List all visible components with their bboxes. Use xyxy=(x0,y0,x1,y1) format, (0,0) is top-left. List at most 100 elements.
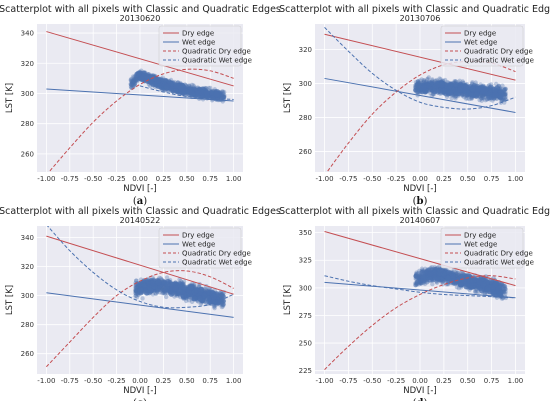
series-line-quadratic-wet-edge xyxy=(324,27,516,110)
pixel-point xyxy=(413,282,418,288)
pixel-point xyxy=(195,90,202,97)
pixel-point xyxy=(205,295,212,302)
x-axis-label: NDVI [-] xyxy=(123,184,156,194)
pixel-point xyxy=(131,79,137,85)
pixel-point xyxy=(436,270,443,277)
pixel-point xyxy=(221,94,226,99)
pixel-point xyxy=(477,97,482,103)
pixel-point xyxy=(134,76,139,82)
pixel-point xyxy=(220,300,225,306)
x-tick-label: -0.75 xyxy=(339,377,357,385)
pixel-point xyxy=(415,90,421,95)
pixel-point xyxy=(219,292,224,297)
pixel-point xyxy=(134,283,139,288)
pixel-cloud xyxy=(128,68,227,104)
pixel-point xyxy=(414,81,420,87)
chart-title: Scatterplot with all pixels with Classic… xyxy=(279,206,550,217)
pixel-point xyxy=(146,284,153,291)
pixel-point xyxy=(414,281,419,286)
chart-panel-b: -1.00 -0.75 -0.50 -0.25 0.00 0.25 0.50 0.75 1.00… xyxy=(279,4,550,207)
pixel-point xyxy=(130,79,136,84)
pixel-point xyxy=(454,284,460,290)
pixel-point xyxy=(221,94,227,100)
pixel-point xyxy=(415,274,420,280)
x-tick-label: 0.00 xyxy=(412,377,428,385)
pixel-point xyxy=(417,78,423,83)
pixel-point xyxy=(432,264,437,270)
pixel-point xyxy=(416,80,422,86)
pixel-point xyxy=(447,82,454,89)
pixel-point xyxy=(431,88,438,95)
pixel-point xyxy=(133,288,138,293)
pixel-point xyxy=(414,271,420,277)
y-tick-label: 260 xyxy=(299,148,312,156)
pixel-point xyxy=(164,275,170,280)
pixel-point xyxy=(162,291,167,296)
pixel-point xyxy=(414,281,419,287)
chart-panel-d: -1.00 -0.75 -0.50 -0.25 0.00 0.25 0.50 0.75 1.00… xyxy=(279,206,550,401)
pixel-point xyxy=(133,286,138,291)
pixel-point xyxy=(130,74,136,79)
pixel-point xyxy=(414,282,419,288)
legend-entry: Quadratic Wet edge xyxy=(464,57,534,65)
panel-label: (c) xyxy=(133,398,147,401)
pixel-point xyxy=(414,83,419,88)
pixel-point xyxy=(413,281,418,286)
pixel-point xyxy=(502,284,507,289)
pixel-point xyxy=(135,78,140,84)
pixel-point xyxy=(414,83,420,88)
pixel-point xyxy=(414,273,419,278)
x-tick-label: 0.75 xyxy=(202,175,218,183)
pixel-point xyxy=(479,93,484,98)
pixel-point xyxy=(426,276,433,283)
pixel-point xyxy=(424,77,430,82)
pixel-point xyxy=(208,89,215,96)
pixel-point xyxy=(413,273,419,279)
pixel-point xyxy=(134,291,139,297)
pixel-point xyxy=(413,84,418,90)
pixel-point xyxy=(130,80,135,86)
x-tick-label: 0.25 xyxy=(156,377,172,385)
pixel-point xyxy=(414,86,420,92)
pixel-point xyxy=(133,77,138,83)
pixel-point xyxy=(131,82,137,88)
chart-subtitle: 20140607 xyxy=(400,216,441,225)
legend-box xyxy=(158,227,242,269)
pixel-point xyxy=(469,277,476,284)
x-tick-label: 0.75 xyxy=(484,377,500,385)
pixel-point xyxy=(128,78,134,83)
pixel-point xyxy=(416,80,421,85)
series-line-dry-edge xyxy=(46,31,234,87)
pixel-point xyxy=(133,78,138,83)
x-tick-label: -0.50 xyxy=(363,377,381,385)
x-axis-label: NDVI [-] xyxy=(123,386,156,396)
pixel-point xyxy=(480,95,485,100)
pixel-point xyxy=(129,82,134,88)
pixel-point xyxy=(221,89,227,95)
pixel-point xyxy=(134,78,139,83)
pixel-point xyxy=(430,281,435,287)
pixel-point xyxy=(414,82,419,88)
pixel-point xyxy=(501,287,506,292)
pixel-point xyxy=(503,94,508,99)
x-tick-label: 0.75 xyxy=(202,377,218,385)
pixel-point xyxy=(501,288,506,293)
pixel-point xyxy=(129,81,135,87)
pixel-point xyxy=(134,278,139,283)
pixel-point xyxy=(134,278,139,283)
pixel-point xyxy=(130,79,135,84)
y-tick-label: 300 xyxy=(299,284,312,292)
legend-entry: Quadratic Wet edge xyxy=(464,259,534,267)
pixel-point xyxy=(134,288,139,293)
pixel-point xyxy=(414,87,420,93)
series-line-quadratic-wet-edge xyxy=(46,226,234,309)
pixel-point xyxy=(414,274,419,279)
pixel-point xyxy=(140,296,145,301)
pixel-point xyxy=(133,77,139,82)
pixel-point xyxy=(155,83,162,90)
pixel-point xyxy=(161,290,166,295)
y-tick-label: 280 xyxy=(21,321,34,329)
pixel-point xyxy=(222,94,227,99)
x-tick-label: 0.50 xyxy=(179,377,195,385)
